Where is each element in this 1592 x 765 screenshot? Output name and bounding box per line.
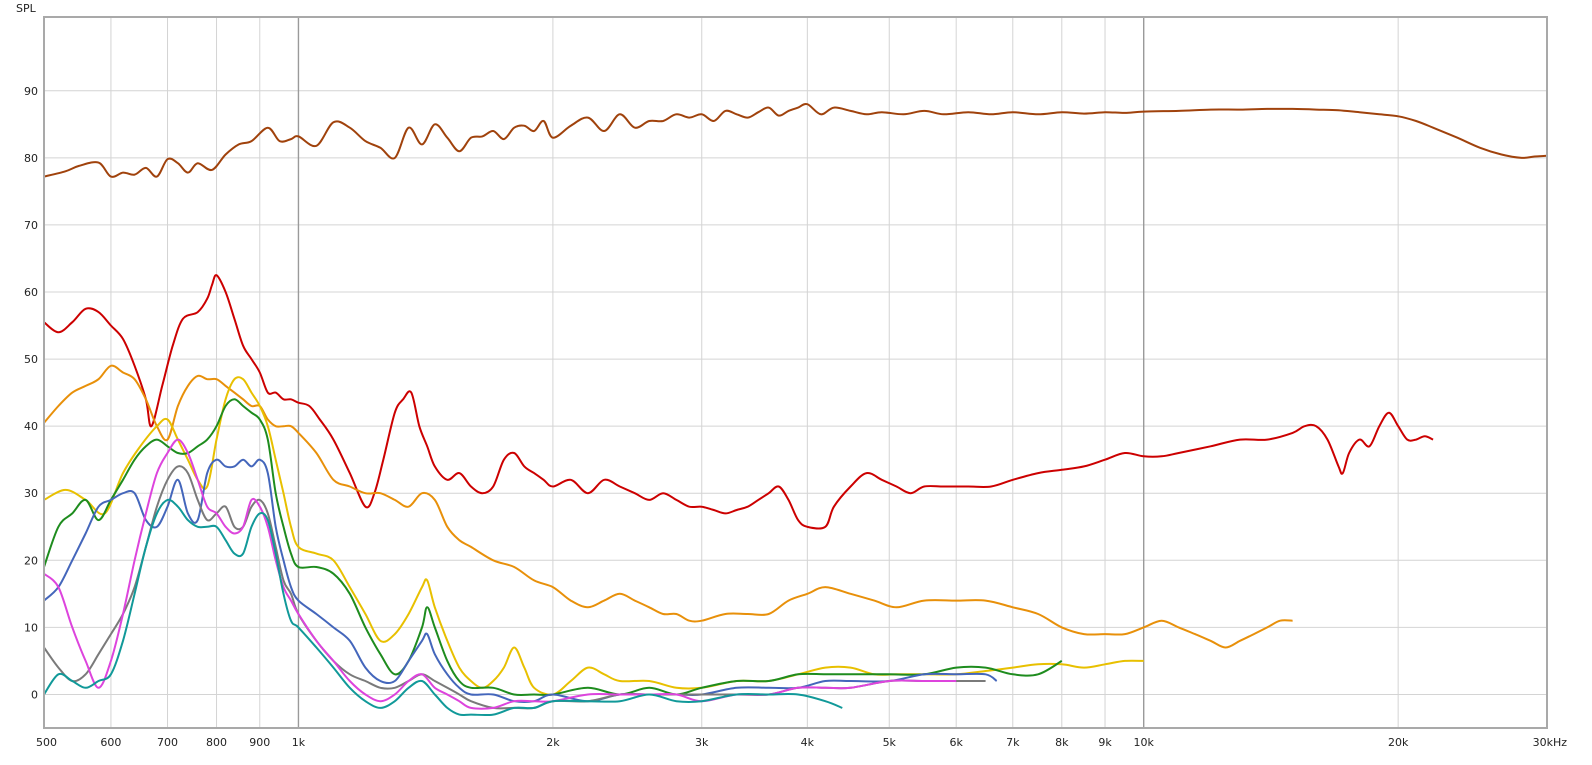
x-tick-label: 3k — [695, 736, 709, 749]
y-tick-labels: 0 10 20 30 40 50 60 70 80 90 — [24, 85, 38, 702]
series-line-5 — [43, 398, 1063, 696]
y-tick-label: 50 — [24, 353, 38, 366]
plot-frame — [43, 16, 1548, 729]
y-tick-label: 90 — [24, 85, 38, 98]
x-tick-label: 9k — [1098, 736, 1112, 749]
x-tick-label: 7k — [1006, 736, 1020, 749]
y-tick-label: 30 — [24, 487, 38, 500]
series-line-2 — [43, 274, 1434, 530]
series-line-4 — [43, 376, 1144, 696]
series-line-7 — [43, 465, 986, 710]
x-tick-label: 30kHz — [1533, 736, 1568, 749]
y-tick-label: 70 — [24, 219, 38, 232]
series-line-1 — [43, 102, 1548, 178]
grid — [43, 17, 1548, 728]
x-tick-label: 700 — [157, 736, 178, 749]
y-tick-label: 40 — [24, 420, 38, 433]
x-tick-label: 6k — [950, 736, 964, 749]
x-tick-label: 800 — [206, 736, 227, 749]
y-tick-label: 80 — [24, 152, 38, 165]
y-tick-label: 20 — [24, 554, 38, 567]
series-line-6 — [43, 458, 998, 704]
y-tick-label: 60 — [24, 286, 38, 299]
x-tick-label: 2k — [546, 736, 560, 749]
series-line-8 — [43, 438, 957, 710]
y-axis-label: SPL — [16, 2, 37, 15]
x-tick-label: 500 — [36, 736, 57, 749]
x-tick-label: 5k — [883, 736, 897, 749]
x-tick-label: 4k — [801, 736, 815, 749]
series-lines — [43, 102, 1548, 717]
x-tick-label: 8k — [1055, 736, 1069, 749]
x-tick-labels: 500 600 700 800 900 1k 2k 3k 4k 5k 6k 7k 8k 9k 10k 20k 3… — [36, 736, 1567, 749]
series-line-9 — [43, 498, 843, 717]
x-tick-label: 20k — [1388, 736, 1409, 749]
x-tick-label: 1k — [292, 736, 306, 749]
y-tick-label: 10 — [24, 621, 38, 634]
series-line-3 — [43, 364, 1293, 649]
x-tick-label: 900 — [249, 736, 270, 749]
y-tick-label: 0 — [31, 688, 38, 701]
x-tick-label: 600 — [100, 736, 121, 749]
x-tick-label: 10k — [1134, 736, 1155, 749]
